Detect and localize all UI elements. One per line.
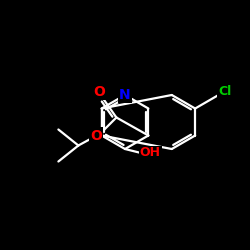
Text: O: O	[94, 84, 105, 98]
Text: O: O	[90, 128, 102, 142]
Text: N: N	[119, 88, 131, 102]
Text: Cl: Cl	[218, 85, 231, 98]
Text: OH: OH	[140, 146, 160, 160]
